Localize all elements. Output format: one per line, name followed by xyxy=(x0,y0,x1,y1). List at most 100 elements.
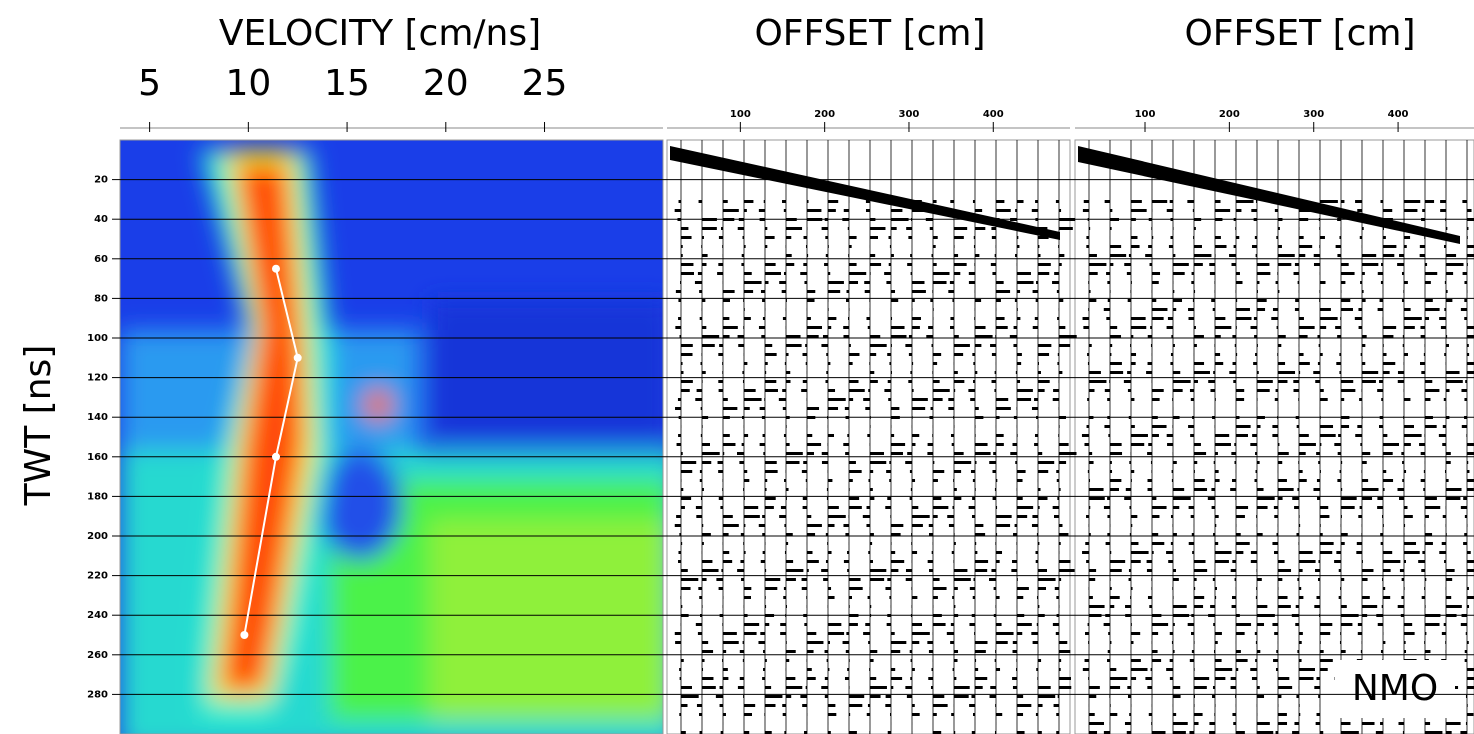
trace-lobe xyxy=(1341,515,1342,518)
trace-lobe xyxy=(1462,272,1467,275)
trace-lobe xyxy=(828,704,836,707)
trace-lobe xyxy=(1341,650,1346,653)
trace-lobe xyxy=(1341,389,1356,392)
trace-lobe xyxy=(870,605,872,608)
trace-lobe xyxy=(996,632,1014,635)
trace-lobe xyxy=(1052,398,1059,401)
trace-lobe xyxy=(1355,200,1362,203)
trace-lobe xyxy=(1319,299,1320,302)
trace-lobe xyxy=(889,245,891,248)
trace-lobe xyxy=(870,659,874,662)
trace-lobe xyxy=(1316,677,1320,680)
trace-lobe xyxy=(1169,200,1173,203)
trace-lobe xyxy=(1168,245,1173,248)
trace-lobe xyxy=(802,704,807,707)
trace-lobe xyxy=(1425,317,1430,320)
trace-lobe xyxy=(1467,704,1468,707)
trace-lobe xyxy=(1110,470,1113,473)
trace-lobe xyxy=(681,371,684,374)
trace-lobe xyxy=(719,686,723,689)
trace-lobe xyxy=(845,452,849,455)
trace-lobe xyxy=(1173,686,1181,689)
trace-lobe xyxy=(1194,668,1195,671)
trace-lobe xyxy=(912,596,918,599)
trace-lobe xyxy=(744,704,756,707)
trace-lobe xyxy=(912,704,915,707)
trace-lobe xyxy=(1194,443,1201,446)
trace-lobe xyxy=(891,299,899,302)
trace-lobe xyxy=(1299,254,1306,257)
trace-lobe xyxy=(1298,542,1299,545)
trace-lobe xyxy=(1173,578,1179,581)
trace-lobe xyxy=(888,263,891,266)
trace-lobe xyxy=(786,236,792,239)
trace-lobe xyxy=(1086,515,1089,518)
trace-lobe xyxy=(1194,677,1210,680)
trace-lobe xyxy=(930,686,933,689)
direct-wave xyxy=(670,146,1060,240)
trace-lobe xyxy=(1110,569,1122,572)
trace-lobe xyxy=(1088,641,1089,644)
trace-lobe xyxy=(1057,695,1059,698)
semblance-image xyxy=(120,140,663,734)
trace-lobe xyxy=(1404,524,1406,527)
trace-lobe xyxy=(1425,533,1433,536)
trace-lobe xyxy=(1257,506,1268,509)
trace-lobe xyxy=(863,632,870,635)
trace-lobe xyxy=(1173,488,1185,491)
trace-lobe xyxy=(1017,272,1031,275)
trace-lobe xyxy=(1191,281,1194,284)
trace-lobe xyxy=(869,299,870,302)
trace-lobe xyxy=(975,650,986,653)
trace-lobe xyxy=(675,641,681,644)
trace-lobe xyxy=(1233,245,1236,248)
trace-lobe xyxy=(1383,227,1384,230)
trace-lobe xyxy=(1053,704,1059,707)
trace-lobe xyxy=(994,254,996,257)
trace-lobe xyxy=(1169,632,1173,635)
trace-lobe xyxy=(950,641,954,644)
x-tick-label: 100 xyxy=(1135,109,1156,120)
trace-lobe xyxy=(996,443,1004,446)
trace-lobe xyxy=(681,380,693,383)
trace-lobe xyxy=(1038,659,1042,662)
trace-lobe xyxy=(1236,389,1245,392)
trace-lobe xyxy=(933,236,938,239)
trace-lobe xyxy=(1194,686,1207,689)
trace-lobe xyxy=(1443,623,1446,626)
trace-lobe xyxy=(863,398,870,401)
trace-lobe xyxy=(1194,713,1203,716)
trace-lobe xyxy=(786,578,796,581)
trace-lobe xyxy=(806,659,807,662)
trace-lobe xyxy=(1215,596,1217,599)
trace-lobe xyxy=(1015,209,1017,212)
trace-lobe xyxy=(1446,263,1464,266)
trace-lobe xyxy=(954,533,955,536)
trace-lobe xyxy=(1446,569,1455,572)
trace-lobe xyxy=(744,317,751,320)
trace-lobe xyxy=(1404,470,1407,473)
trace-lobe xyxy=(891,677,903,680)
trace-lobe xyxy=(762,551,765,554)
trace-lobe xyxy=(1034,434,1038,437)
trace-lobe xyxy=(1214,650,1215,653)
trace-lobe xyxy=(805,245,807,248)
trace-lobe xyxy=(702,677,714,680)
trace-lobe xyxy=(885,704,891,707)
trace-lobe xyxy=(1377,623,1383,626)
trace-lobe xyxy=(765,479,768,482)
trace-lobe xyxy=(1397,380,1404,383)
trace-lobe xyxy=(1082,317,1089,320)
trace-lobe xyxy=(1089,461,1094,464)
trace-lobe xyxy=(1145,677,1152,680)
trace-lobe xyxy=(1103,623,1110,626)
trace-lobe xyxy=(1109,695,1110,698)
trace-lobe xyxy=(765,281,769,284)
trace-lobe xyxy=(954,605,956,608)
trace-lobe xyxy=(1401,272,1404,275)
trace-lobe xyxy=(828,551,832,554)
trace-lobe xyxy=(696,704,702,707)
trace-lobe xyxy=(678,551,681,554)
trace-lobe xyxy=(1089,272,1098,275)
trace-lobe xyxy=(1274,632,1278,635)
